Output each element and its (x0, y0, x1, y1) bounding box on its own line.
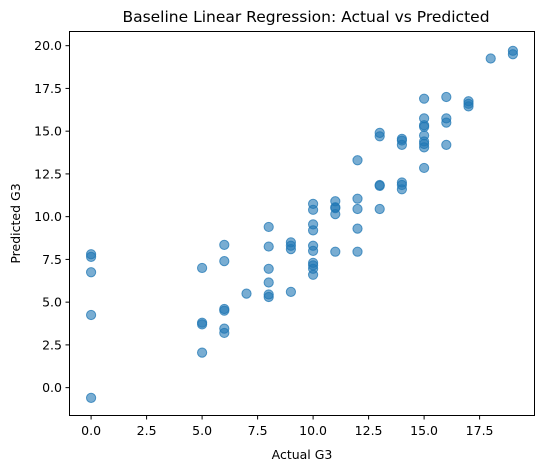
y-tick-label: 17.5 (34, 81, 62, 96)
data-point (396, 184, 407, 195)
data-point (219, 256, 230, 267)
data-point (308, 269, 319, 280)
y-axis-label: Predicted G3 (8, 183, 23, 263)
chart-title: Baseline Linear Regression: Actual vs Pr… (122, 8, 489, 26)
data-point (330, 246, 341, 257)
y-tick-label: 15.0 (34, 124, 62, 139)
data-point (85, 392, 97, 403)
data-point (308, 245, 319, 256)
data-point (352, 203, 363, 215)
data-point (463, 101, 474, 112)
y-tick-label: 0.0 (42, 380, 62, 395)
data-point (308, 204, 319, 215)
x-axis-label: Actual G3 (272, 447, 333, 462)
data-point (263, 241, 274, 252)
x-tick-label: 17.5 (466, 423, 494, 438)
data-point (419, 93, 430, 104)
data-point (219, 305, 230, 316)
data-point (197, 319, 208, 330)
data-point (263, 221, 274, 233)
x-axis-ticks: 0.0 2.5 5.0 7.5 10.0 12.5 15.0 17.5 (81, 415, 494, 438)
data-point (263, 263, 274, 274)
data-point (285, 244, 296, 255)
x-tick-label: 0.0 (81, 423, 101, 438)
data-point (352, 193, 363, 204)
data-point (441, 91, 452, 103)
x-tick-label: 7.5 (248, 423, 268, 438)
y-tick-label: 20.0 (34, 38, 62, 53)
y-axis-ticks: 0.0 2.5 5.0 7.5 10.0 12.5 15.0 17.5 20.0 (34, 38, 70, 395)
data-point (352, 223, 363, 234)
y-tick-label: 5.0 (42, 295, 62, 310)
x-tick-label: 5.0 (192, 423, 212, 438)
x-tick-label: 12.5 (355, 423, 383, 438)
data-point (396, 139, 407, 150)
x-tick-label: 15.0 (410, 423, 438, 438)
data-point (330, 209, 341, 220)
data-point (263, 291, 274, 303)
data-point (419, 121, 430, 133)
data-point (507, 49, 519, 60)
data-point (285, 286, 296, 297)
data-point (308, 225, 319, 236)
y-tick-label: 10.0 (34, 209, 62, 224)
plot-frame (69, 31, 535, 416)
data-point (263, 277, 274, 288)
y-tick-label: 12.5 (34, 166, 62, 181)
data-point (419, 162, 430, 174)
data-point (197, 347, 208, 358)
y-tick-label: 7.5 (42, 252, 62, 267)
points-layer (85, 45, 519, 403)
data-point (419, 142, 430, 153)
data-point (219, 239, 230, 250)
x-tick-label: 2.5 (137, 423, 157, 438)
y-tick-label: 2.5 (42, 337, 62, 352)
data-point (374, 131, 385, 142)
data-point (352, 155, 363, 166)
data-point (197, 262, 208, 274)
data-point (374, 180, 385, 191)
data-point (352, 246, 363, 257)
data-point (241, 288, 252, 299)
data-point (374, 203, 385, 215)
data-point (219, 327, 230, 339)
data-point (85, 309, 97, 321)
x-tick-label: 10.0 (299, 423, 327, 438)
data-point (441, 117, 452, 128)
data-point (485, 53, 496, 64)
data-point (85, 267, 97, 278)
data-point (85, 251, 97, 262)
data-point (441, 139, 452, 150)
